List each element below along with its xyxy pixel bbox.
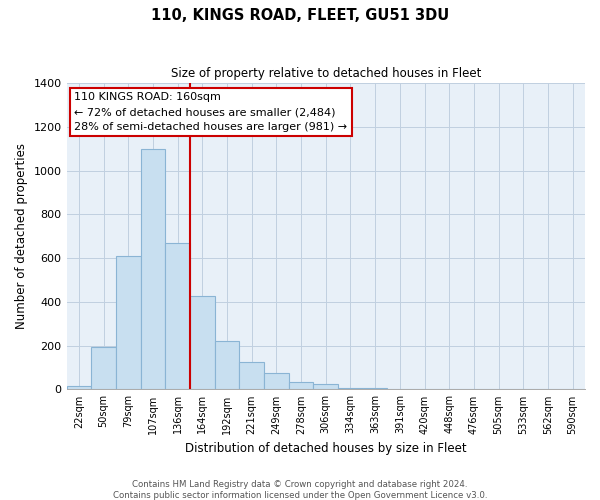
Bar — [165, 243, 190, 390]
X-axis label: Distribution of detached houses by size in Fleet: Distribution of detached houses by size … — [185, 442, 467, 455]
Bar — [338, 388, 363, 390]
Bar — [140, 148, 165, 390]
Y-axis label: Number of detached properties: Number of detached properties — [15, 143, 28, 329]
Bar — [363, 388, 388, 390]
Bar — [116, 256, 140, 390]
Bar — [264, 373, 289, 390]
Bar — [67, 386, 91, 390]
Bar — [313, 384, 338, 390]
Text: 110 KINGS ROAD: 160sqm
← 72% of detached houses are smaller (2,484)
28% of semi-: 110 KINGS ROAD: 160sqm ← 72% of detached… — [74, 92, 347, 132]
Title: Size of property relative to detached houses in Fleet: Size of property relative to detached ho… — [170, 68, 481, 80]
Bar — [215, 342, 239, 390]
Bar — [289, 382, 313, 390]
Bar — [91, 347, 116, 390]
Bar — [190, 296, 215, 390]
Bar — [239, 362, 264, 390]
Text: 110, KINGS ROAD, FLEET, GU51 3DU: 110, KINGS ROAD, FLEET, GU51 3DU — [151, 8, 449, 22]
Text: Contains HM Land Registry data © Crown copyright and database right 2024.
Contai: Contains HM Land Registry data © Crown c… — [113, 480, 487, 500]
